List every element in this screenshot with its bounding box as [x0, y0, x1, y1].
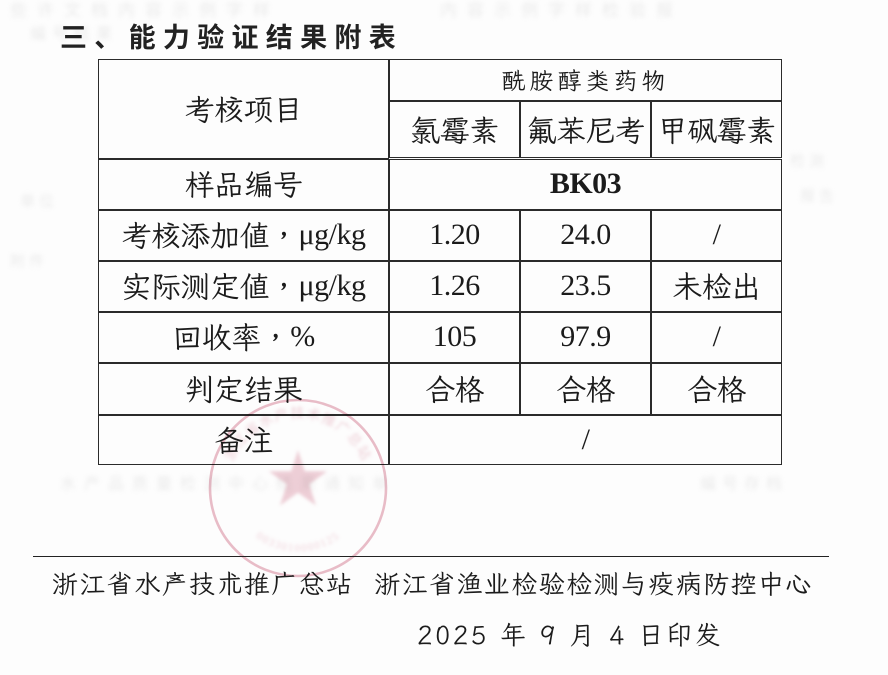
svg-text:0033010000125: 0033010000125: [254, 530, 342, 555]
